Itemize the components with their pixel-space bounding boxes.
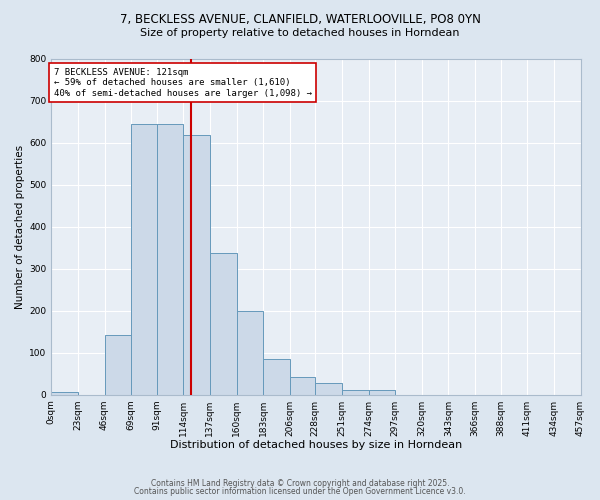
X-axis label: Distribution of detached houses by size in Horndean: Distribution of detached houses by size … bbox=[170, 440, 462, 450]
Bar bbox=[236, 312, 263, 394]
Bar bbox=[316, 383, 342, 394]
Text: Size of property relative to detached houses in Horndean: Size of property relative to detached ho… bbox=[140, 28, 460, 38]
Bar bbox=[368, 390, 395, 394]
Text: 7 BECKLESS AVENUE: 121sqm
← 59% of detached houses are smaller (1,610)
40% of se: 7 BECKLESS AVENUE: 121sqm ← 59% of detac… bbox=[53, 68, 311, 98]
Bar bbox=[157, 124, 183, 394]
Bar bbox=[131, 124, 157, 394]
Y-axis label: Number of detached properties: Number of detached properties bbox=[15, 144, 25, 308]
Text: 7, BECKLESS AVENUE, CLANFIELD, WATERLOOVILLE, PO8 0YN: 7, BECKLESS AVENUE, CLANFIELD, WATERLOOV… bbox=[119, 12, 481, 26]
Bar bbox=[263, 359, 290, 394]
Text: Contains public sector information licensed under the Open Government Licence v3: Contains public sector information licen… bbox=[134, 487, 466, 496]
Text: Contains HM Land Registry data © Crown copyright and database right 2025.: Contains HM Land Registry data © Crown c… bbox=[151, 478, 449, 488]
Bar bbox=[290, 377, 316, 394]
Bar bbox=[51, 392, 78, 394]
Bar bbox=[342, 390, 368, 394]
Bar bbox=[104, 334, 131, 394]
Bar bbox=[183, 136, 210, 394]
Bar bbox=[210, 252, 236, 394]
